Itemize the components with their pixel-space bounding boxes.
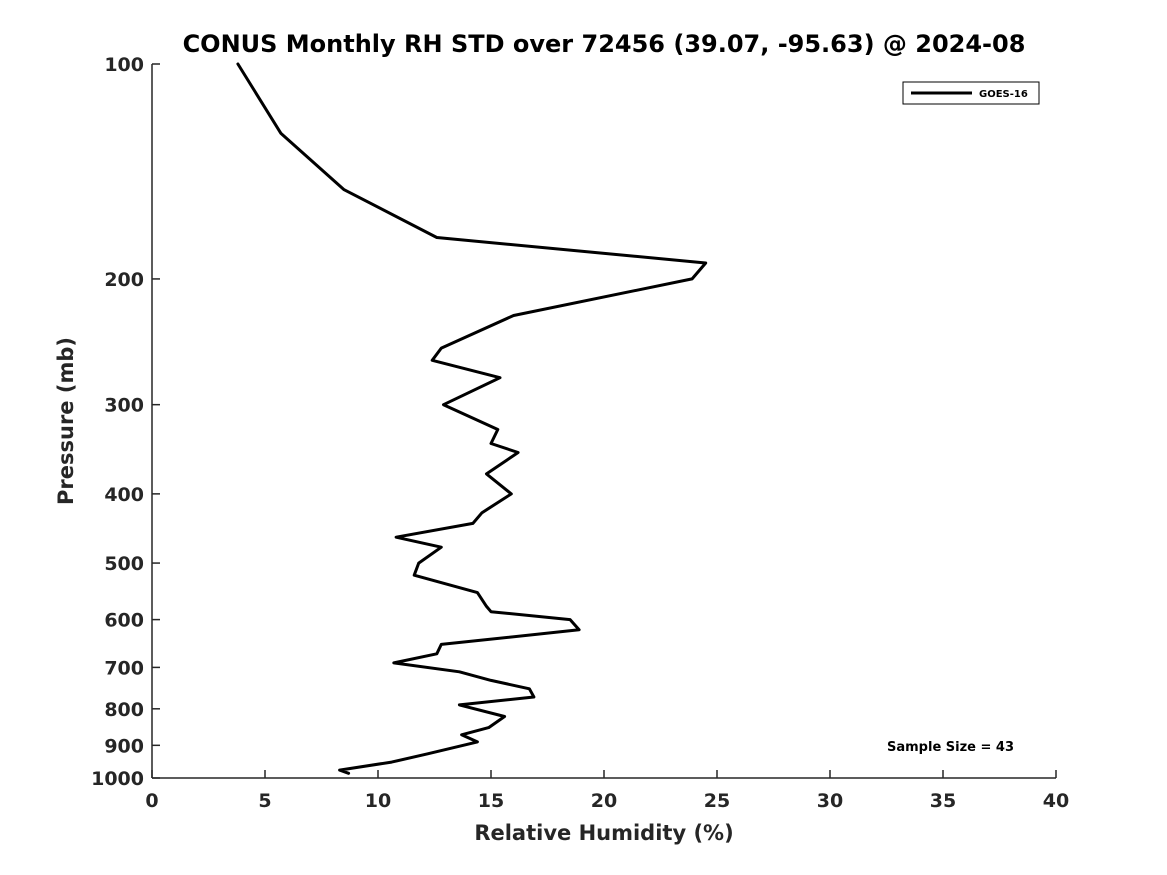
x-tick-label: 0 <box>145 790 158 812</box>
y-tick-label: 400 <box>104 484 144 506</box>
y-tick-label: 600 <box>104 610 144 632</box>
y-tick-label: 300 <box>104 395 144 417</box>
x-ticks: 0 5 10 15 20 25 30 35 40 <box>145 770 1069 812</box>
x-tick-label: 20 <box>591 790 617 812</box>
y-tick-label: 800 <box>104 699 144 721</box>
chart-title: CONUS Monthly RH STD over 72456 (39.07, … <box>183 30 1026 58</box>
x-tick-label: 30 <box>817 790 843 812</box>
x-tick-label: 40 <box>1043 790 1069 812</box>
y-tick-label: 900 <box>104 735 144 757</box>
y-ticks: 100 200 300 400 500 600 700 800 900 1000 <box>91 54 160 790</box>
y-tick-label: 1000 <box>91 768 144 790</box>
x-tick-label: 5 <box>258 790 271 812</box>
y-tick-label: 200 <box>104 269 144 291</box>
legend-label-goes-16: GOES-16 <box>979 89 1028 100</box>
sample-size-annotation: Sample Size = 43 <box>887 740 1014 755</box>
y-tick-label: 700 <box>104 657 144 679</box>
x-tick-label: 10 <box>365 790 391 812</box>
y-tick-label: 500 <box>104 553 144 575</box>
x-tick-label: 25 <box>704 790 730 812</box>
series-line-goes-16 <box>236 62 708 775</box>
x-tick-label: 15 <box>478 790 504 812</box>
x-tick-label: 35 <box>930 790 956 812</box>
x-axis-label: Relative Humidity (%) <box>474 821 733 845</box>
y-tick-label: 100 <box>104 54 144 76</box>
legend: GOES-16 <box>902 81 1040 105</box>
axes <box>151 64 1056 779</box>
y-axis-label: Pressure (mb) <box>54 337 78 505</box>
